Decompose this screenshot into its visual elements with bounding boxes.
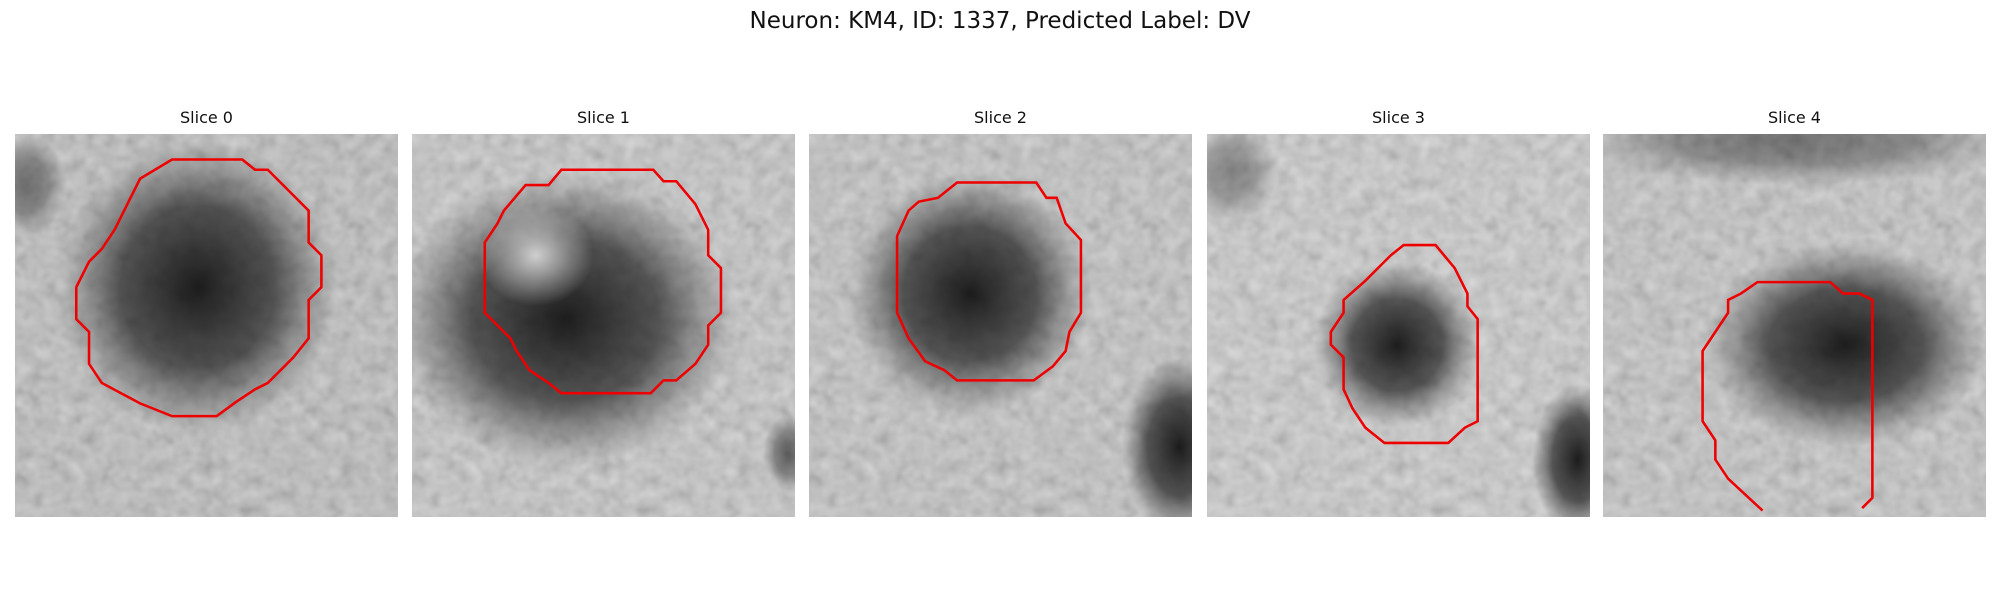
cell-body [848, 172, 1092, 415]
contour [1329, 243, 1479, 445]
contour [895, 181, 1083, 382]
image-panel [809, 134, 1192, 517]
cell-body [1314, 261, 1481, 428]
image-panel [1207, 134, 1590, 517]
dark-region [1532, 382, 1590, 517]
dark-region [763, 414, 795, 492]
panel-title: Slice 2 [974, 108, 1027, 127]
light-region [478, 204, 594, 307]
panel-title: Slice 1 [577, 108, 630, 127]
contour [483, 168, 723, 395]
panel-title: Slice 3 [1372, 108, 1425, 127]
image-panel [1603, 134, 1986, 517]
image-panel [15, 134, 398, 517]
contour [1701, 280, 1874, 512]
cell-body [57, 140, 338, 435]
dark-region [1121, 357, 1192, 517]
panel-title: Slice 0 [180, 108, 233, 127]
image-panel [412, 134, 795, 517]
figure-title: Neuron: KM4, ID: 1337, Predicted Label: … [749, 8, 1251, 34]
contour [75, 158, 323, 418]
dark-region [1603, 134, 1986, 186]
dark-region [15, 134, 67, 237]
panel-title: Slice 4 [1768, 108, 1821, 127]
dark-region [1207, 134, 1278, 224]
cell-body [1705, 242, 1986, 447]
